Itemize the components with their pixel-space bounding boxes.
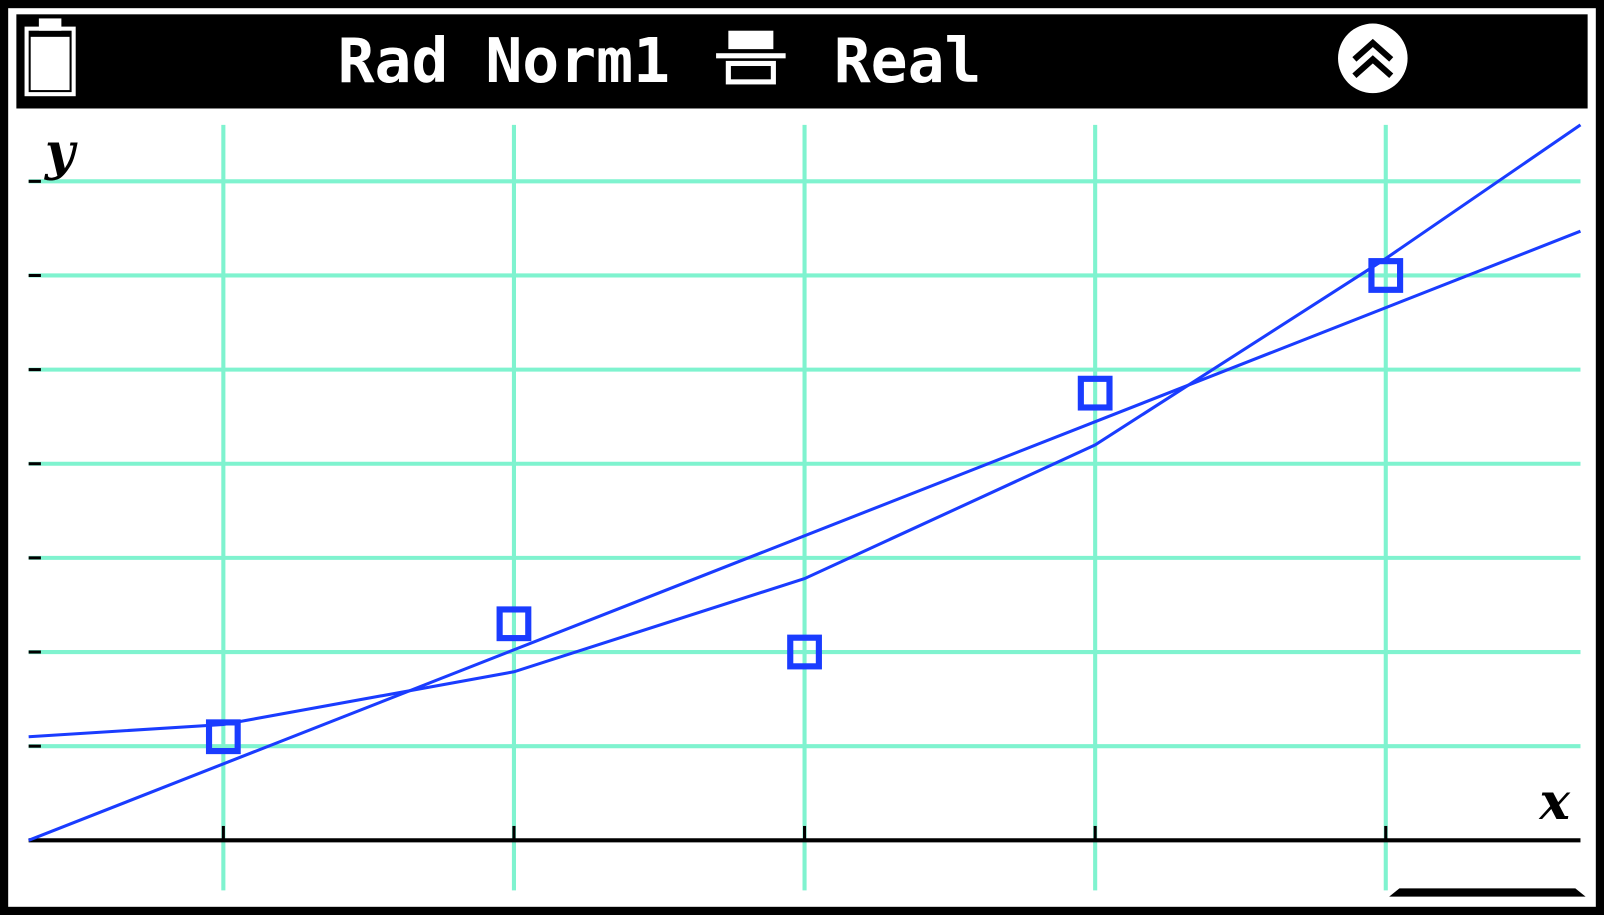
complex-mode: Real	[834, 26, 982, 97]
scroll-indicator	[1389, 888, 1586, 897]
regression-curve	[28, 229, 1582, 842]
data-point	[1368, 258, 1404, 293]
x-axis-label: x	[1539, 772, 1571, 832]
data-point	[496, 606, 532, 642]
menu-toggle[interactable]	[1338, 23, 1408, 94]
data-point	[1077, 375, 1113, 411]
status-bar	[16, 14, 1588, 109]
data-point	[787, 634, 822, 670]
display-icon	[716, 30, 786, 85]
battery-icon	[24, 18, 76, 97]
y-axis-label: y	[44, 122, 78, 182]
angle-display: Rad Norm1	[338, 26, 670, 97]
data-point	[205, 719, 241, 755]
